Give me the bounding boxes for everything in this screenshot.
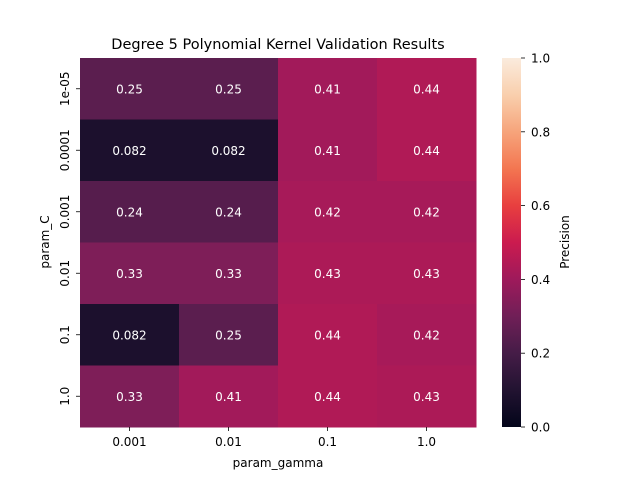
heatmap-cell (278, 365, 378, 428)
colorbar-tick-label: 0.4 (531, 273, 550, 287)
heatmap-cell (80, 242, 180, 305)
heatmap-cell (377, 181, 477, 243)
cell-value-label: 0.43 (413, 267, 440, 281)
heatmap-cell (80, 304, 180, 366)
x-tick-label: 0.01 (215, 435, 242, 449)
cell-value-label: 0.082 (211, 144, 245, 158)
colorbar-tick-label: 0.0 (531, 421, 550, 435)
colorbar-ticks: 0.0 0.2 0.4 0.6 0.8 1.0 (521, 52, 550, 435)
y-tick-label: 0.001 (58, 195, 72, 229)
heatmap-cell (278, 304, 378, 366)
cell-value-label: 0.43 (413, 390, 440, 404)
colorbar-tick-label: 0.8 (531, 125, 550, 139)
colorbar (502, 58, 521, 427)
y-tick-label: 1e-05 (58, 71, 72, 106)
cell-value-label: 0.44 (413, 82, 440, 96)
cell-value-label: 0.082 (112, 144, 146, 158)
y-axis-ticks: 1e-05 0.0001 0.001 0.01 0.1 1.0 (58, 71, 80, 406)
colorbar-label: Precision (558, 215, 572, 269)
x-axis-ticks: 0.001 0.01 0.1 1.0 (112, 427, 436, 449)
x-tick-label: 0.001 (112, 435, 146, 449)
heatmap-cell (377, 304, 477, 366)
heatmap-cell (278, 181, 378, 243)
heatmap-cell (179, 365, 279, 428)
cell-value-label: 0.44 (314, 390, 341, 404)
cell-value-label: 0.41 (314, 144, 341, 158)
heatmap-cell (80, 181, 180, 243)
cell-value-label: 0.33 (116, 267, 143, 281)
y-tick-label: 0.1 (58, 325, 72, 344)
heatmap-cell (179, 119, 279, 182)
y-tick-label: 1.0 (58, 387, 72, 406)
heatmap-cell (179, 58, 279, 120)
colorbar-tick-label: 0.2 (531, 347, 550, 361)
heatmap-cell (179, 242, 279, 305)
cell-value-label: 0.42 (413, 328, 440, 342)
heatmap-cell (278, 119, 378, 182)
cell-value-label: 0.41 (215, 390, 242, 404)
colorbar-tick-label: 0.6 (531, 199, 550, 213)
x-tick-label: 1.0 (417, 435, 436, 449)
heatmap-cell (179, 304, 279, 366)
cell-value-label: 0.44 (413, 144, 440, 158)
colorbar-tick-label: 1.0 (531, 52, 550, 66)
x-tick-label: 0.1 (318, 435, 337, 449)
y-tick-label: 0.01 (58, 260, 72, 287)
cell-value-label: 0.25 (215, 328, 242, 342)
heatmap-cell (377, 242, 477, 305)
heatmap-cell (80, 58, 180, 120)
cell-value-label: 0.25 (116, 82, 143, 96)
cell-value-label: 0.44 (314, 328, 341, 342)
heatmap-cells: 0.25 0.25 0.41 0.44 0.082 0.082 0.41 0.44 0.24 0.… (80, 58, 477, 428)
cell-value-label: 0.41 (314, 82, 341, 96)
y-axis-label: param_C (38, 215, 52, 268)
heatmap-cell (278, 58, 378, 120)
cell-value-label: 0.082 (112, 328, 146, 342)
heatmap-cell (179, 181, 279, 243)
heatmap-cell (80, 119, 180, 182)
y-tick-label: 0.0001 (58, 129, 72, 171)
chart-title: Degree 5 Polynomial Kernel Validation Re… (111, 37, 444, 53)
heatmap-cell (377, 119, 477, 182)
heatmap-cell (377, 58, 477, 120)
cell-value-label: 0.33 (215, 267, 242, 281)
heatmap-cell (377, 365, 477, 428)
cell-value-label: 0.25 (215, 82, 242, 96)
cell-value-label: 0.24 (116, 205, 143, 219)
cell-value-label: 0.42 (413, 205, 440, 219)
cell-value-label: 0.43 (314, 267, 341, 281)
x-axis-label: param_gamma (233, 456, 324, 470)
cell-value-label: 0.33 (116, 390, 143, 404)
heatmap-cell (80, 365, 180, 428)
cell-value-label: 0.24 (215, 205, 242, 219)
heatmap-cell (278, 242, 378, 305)
cell-value-label: 0.42 (314, 205, 341, 219)
